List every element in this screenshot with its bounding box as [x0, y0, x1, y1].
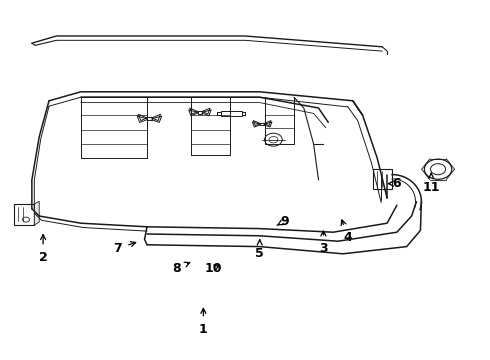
- Polygon shape: [34, 201, 39, 225]
- Text: 11: 11: [422, 173, 440, 194]
- Polygon shape: [220, 111, 242, 116]
- Polygon shape: [197, 111, 202, 113]
- Polygon shape: [373, 169, 392, 189]
- Polygon shape: [147, 117, 152, 120]
- Text: 9: 9: [277, 215, 289, 228]
- Polygon shape: [260, 123, 264, 125]
- Text: 1: 1: [199, 309, 208, 336]
- Text: 6: 6: [389, 177, 401, 190]
- Text: 3: 3: [319, 231, 328, 255]
- Polygon shape: [14, 204, 34, 225]
- Text: 2: 2: [39, 235, 48, 264]
- Text: 8: 8: [172, 262, 190, 275]
- Text: 10: 10: [204, 262, 222, 275]
- Text: 4: 4: [341, 220, 352, 244]
- Text: 5: 5: [255, 240, 264, 260]
- Text: 7: 7: [113, 242, 136, 255]
